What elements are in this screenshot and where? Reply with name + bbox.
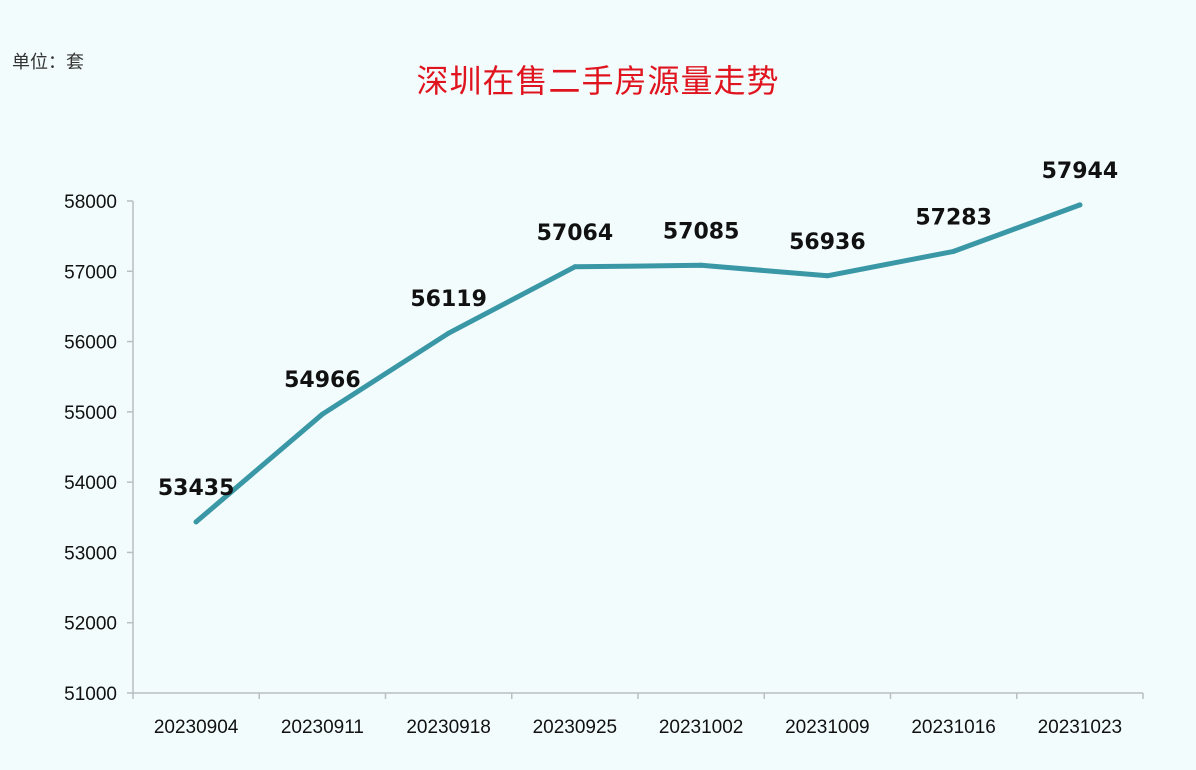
data-label: 53435 [158, 476, 235, 501]
data-point [193, 519, 199, 525]
x-tick-label: 20230925 [533, 717, 618, 738]
x-tick-label: 20230918 [406, 717, 491, 738]
y-axis-ticks: 51000 52000 53000 54000 55000 56000 57000 58000 [64, 192, 133, 705]
x-tick-label: 20231002 [659, 717, 744, 738]
y-tick-label: 57000 [64, 262, 117, 283]
x-axis-ticks: 20230904 20230911 20230918 20230925 20231002… [132, 693, 1144, 738]
data-label: 57085 [663, 219, 740, 244]
x-tick-label: 20230911 [281, 717, 364, 738]
data-point [698, 262, 704, 268]
data-point [572, 264, 578, 270]
data-label: 57944 [1042, 159, 1119, 184]
data-label: 57283 [915, 205, 992, 230]
series-layer [193, 202, 1083, 525]
unit-label: 单位：套 [12, 52, 84, 73]
x-tick-label: 20231016 [911, 717, 996, 738]
y-tick-label: 55000 [64, 403, 117, 424]
y-tick-label: 53000 [64, 543, 117, 564]
data-point [319, 411, 325, 417]
data-label: 56119 [410, 287, 487, 312]
x-tick-label: 20231009 [785, 717, 870, 738]
series-line [193, 202, 1083, 525]
y-tick-label: 54000 [64, 473, 117, 494]
y-tick-label: 58000 [64, 192, 117, 213]
data-point [446, 330, 452, 336]
y-tick-label: 56000 [64, 333, 117, 354]
data-label: 54966 [284, 368, 361, 393]
y-tick-label: 51000 [64, 684, 117, 705]
data-point [1077, 202, 1083, 208]
y-tick-label: 52000 [64, 614, 117, 635]
data-point [951, 248, 957, 254]
data-label: 56936 [789, 230, 866, 255]
data-labels: 53435 54966 56119 57064 57085 56936 57283 57944 [158, 159, 1118, 501]
data-point [824, 273, 830, 279]
x-tick-label: 20231023 [1038, 717, 1123, 738]
chart-title: 深圳在售二手房源量走势 [416, 62, 780, 100]
data-label: 57064 [537, 221, 614, 246]
x-tick-label: 20230904 [154, 717, 239, 738]
